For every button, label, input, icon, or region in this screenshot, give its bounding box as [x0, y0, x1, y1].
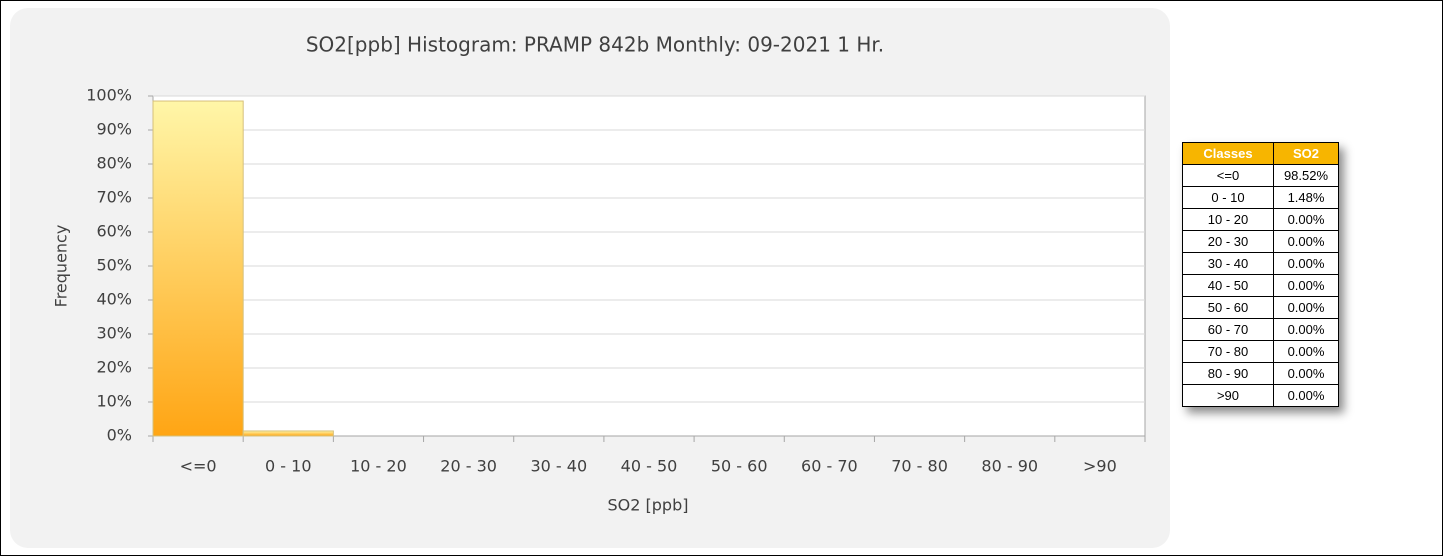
table-class: >90	[1182, 384, 1274, 407]
table-value: 0.00%	[1273, 362, 1339, 385]
table-value: 0.00%	[1273, 208, 1339, 231]
table-class: 30 - 40	[1182, 252, 1274, 275]
x-tick-label: 10 - 20	[350, 457, 407, 476]
x-tick-label: 70 - 80	[891, 457, 948, 476]
table-value: 98.52%	[1273, 164, 1339, 187]
table-row: 50 - 60 0.00%	[1182, 296, 1339, 319]
x-tick-label: <=0	[180, 457, 217, 476]
x-tick-label: 20 - 30	[440, 457, 497, 476]
table-class: 20 - 30	[1182, 230, 1274, 253]
x-tick-label: >90	[1083, 457, 1117, 476]
table-row: 20 - 30 0.00%	[1182, 230, 1339, 253]
table-value: 1.48%	[1273, 186, 1339, 209]
table-row: 60 - 70 0.00%	[1182, 318, 1339, 341]
x-tick-label: 30 - 40	[530, 457, 587, 476]
bar	[242, 430, 334, 437]
table-row: 0 - 10 1.48%	[1182, 186, 1339, 209]
x-tick-label: 0 - 10	[265, 457, 311, 476]
y-tick-label: 80%	[96, 154, 132, 173]
table-class: 10 - 20	[1182, 208, 1274, 231]
x-tick-label: 40 - 50	[621, 457, 678, 476]
table-row: 70 - 80 0.00%	[1182, 340, 1339, 363]
table-class: 80 - 90	[1182, 362, 1274, 385]
y-tick-label: 30%	[96, 324, 132, 343]
table-row: 10 - 20 0.00%	[1182, 208, 1339, 231]
y-tick-label: 40%	[96, 290, 132, 309]
table-class: <=0	[1182, 164, 1274, 187]
y-tick-label: 60%	[96, 222, 132, 241]
table-row: 40 - 50 0.00%	[1182, 274, 1339, 297]
table-value: 0.00%	[1273, 274, 1339, 297]
table-class: 70 - 80	[1182, 340, 1274, 363]
bar	[152, 100, 244, 437]
y-tick-label: 100%	[86, 86, 132, 105]
table-class: 60 - 70	[1182, 318, 1274, 341]
x-tick-label: 60 - 70	[801, 457, 858, 476]
table-value: 0.00%	[1273, 318, 1339, 341]
x-tick-label: 80 - 90	[981, 457, 1038, 476]
table-row: >90 0.00%	[1182, 384, 1339, 407]
table-class: 0 - 10	[1182, 186, 1274, 209]
table-class: 50 - 60	[1182, 296, 1274, 319]
chart-title: SO2[ppb] Histogram: PRAMP 842b Monthly: …	[306, 33, 884, 57]
x-tick-label: 50 - 60	[711, 457, 768, 476]
y-axis-label: Frequency	[52, 225, 71, 308]
table-row: 80 - 90 0.00%	[1182, 362, 1339, 385]
data-table: Classes SO2 <=0 98.52% 0 - 10 1.48% 10 - 20 0…	[1182, 142, 1339, 407]
table-row: 30 - 40 0.00%	[1182, 252, 1339, 275]
y-tick-label: 90%	[96, 120, 132, 139]
x-axis-label: SO2 [ppb]	[608, 496, 689, 515]
table-value: 0.00%	[1273, 230, 1339, 253]
table-class: 40 - 50	[1182, 274, 1274, 297]
y-tick-label: 0%	[107, 426, 132, 445]
table-row: <=0 98.52%	[1182, 164, 1339, 187]
y-tick-label: 10%	[96, 392, 132, 411]
y-tick-label: 50%	[96, 256, 132, 275]
table-value: 0.00%	[1273, 340, 1339, 363]
y-tick-label: 20%	[96, 358, 132, 377]
table-header: Classes	[1182, 142, 1274, 165]
table-header: SO2	[1273, 142, 1339, 165]
table-value: 0.00%	[1273, 384, 1339, 407]
table-value: 0.00%	[1273, 296, 1339, 319]
y-tick-label: 70%	[96, 188, 132, 207]
table-value: 0.00%	[1273, 252, 1339, 275]
